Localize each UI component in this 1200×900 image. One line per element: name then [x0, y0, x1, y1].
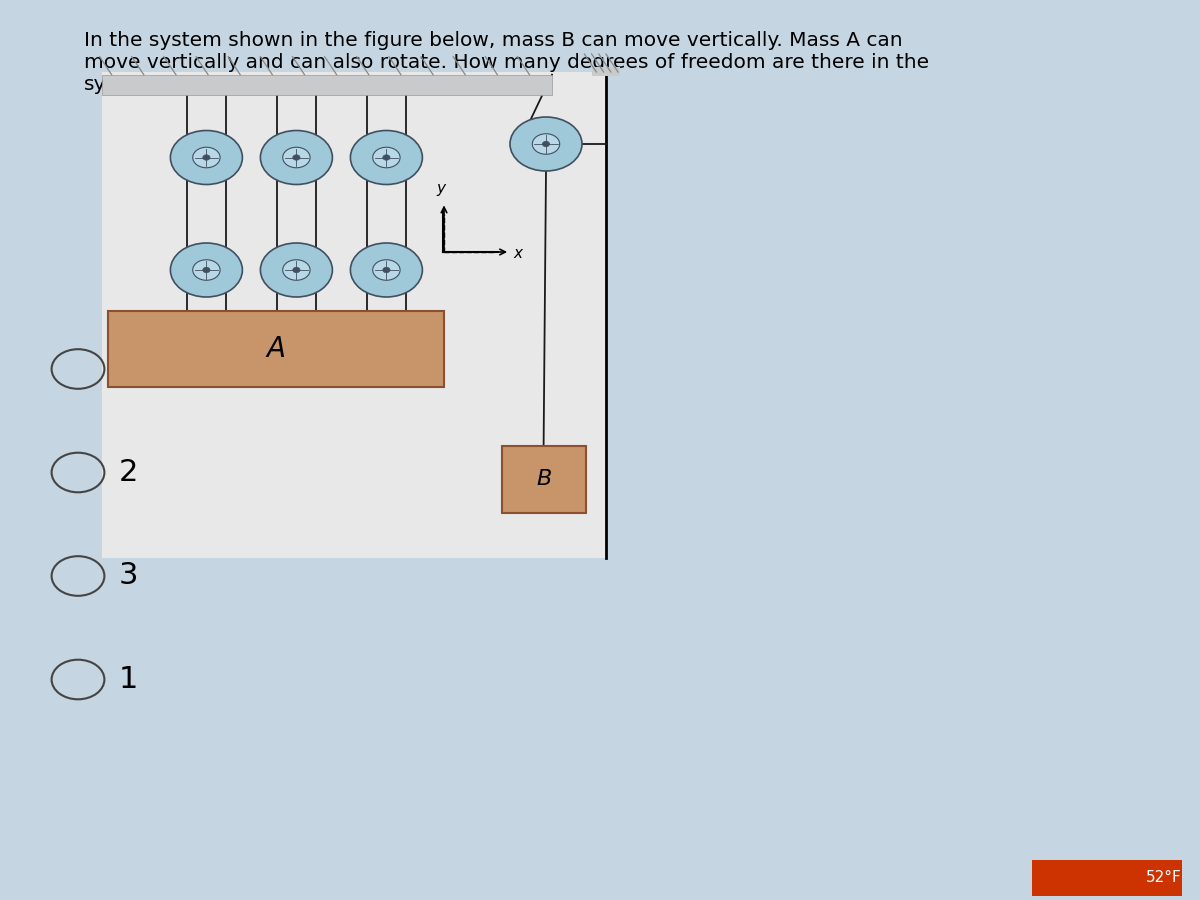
Text: 3: 3 [119, 562, 138, 590]
Circle shape [193, 260, 220, 280]
Text: 1: 1 [119, 665, 138, 694]
Circle shape [203, 267, 210, 273]
Circle shape [510, 117, 582, 171]
Circle shape [283, 260, 310, 280]
Text: 2: 2 [119, 458, 138, 487]
Circle shape [193, 148, 220, 167]
FancyBboxPatch shape [108, 310, 444, 387]
Circle shape [542, 141, 550, 147]
FancyBboxPatch shape [1032, 860, 1182, 896]
Circle shape [260, 243, 332, 297]
Text: B: B [536, 469, 551, 490]
Text: y: y [436, 181, 445, 196]
FancyBboxPatch shape [102, 75, 552, 94]
Circle shape [533, 134, 559, 154]
Circle shape [383, 267, 390, 273]
Text: 52°F: 52°F [1146, 870, 1182, 885]
Circle shape [293, 267, 300, 273]
FancyBboxPatch shape [592, 67, 620, 76]
Circle shape [350, 243, 422, 297]
Circle shape [170, 130, 242, 184]
Circle shape [373, 260, 400, 280]
Circle shape [283, 148, 310, 167]
Text: x: x [514, 247, 523, 261]
Text: In the system shown in the figure below, mass B can move vertically. Mass A can
: In the system shown in the figure below,… [84, 32, 929, 94]
Circle shape [170, 243, 242, 297]
Circle shape [203, 155, 210, 160]
Circle shape [260, 130, 332, 184]
FancyBboxPatch shape [102, 72, 606, 558]
Circle shape [373, 148, 400, 167]
Text: A: A [266, 335, 286, 363]
Circle shape [293, 155, 300, 160]
FancyBboxPatch shape [502, 446, 586, 513]
Circle shape [350, 130, 422, 184]
Text: 4: 4 [119, 355, 138, 383]
Circle shape [383, 155, 390, 160]
